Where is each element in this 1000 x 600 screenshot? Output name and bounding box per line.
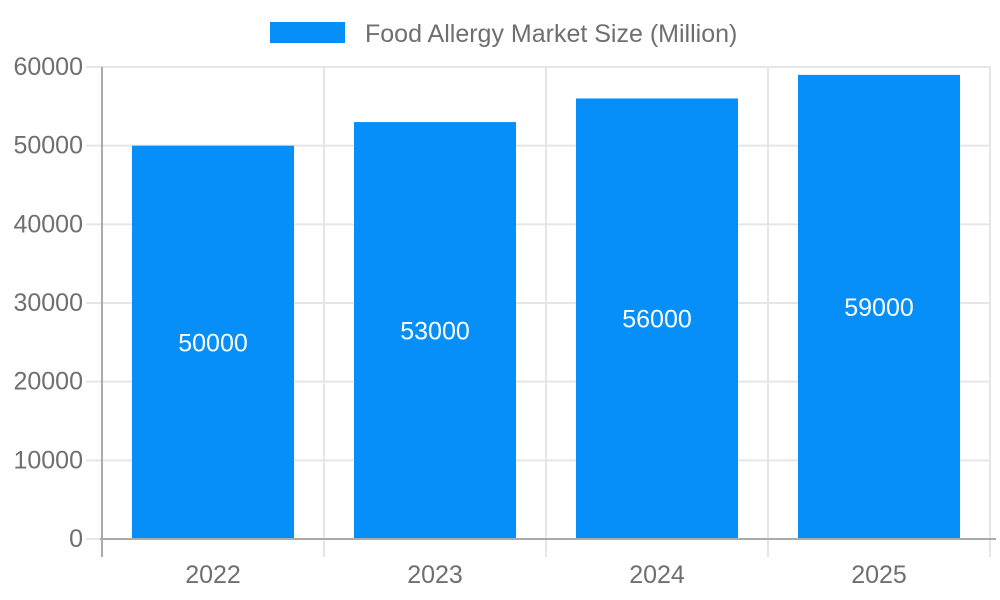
chart-title: Food Allergy Market Size (Million) xyxy=(365,20,737,48)
x-tick-label: 2025 xyxy=(851,561,907,589)
bar-value-label: 56000 xyxy=(622,306,692,334)
bar-value-label: 59000 xyxy=(844,294,914,322)
y-tick-label: 10000 xyxy=(13,446,83,474)
axis-labels: 0 10000 20000 30000 40000 50000 60000 2022 2023 2… xyxy=(13,53,906,589)
y-tick-label: 50000 xyxy=(13,132,83,160)
bar xyxy=(354,122,516,540)
bars: 50000 53000 56000 59000 xyxy=(132,74,960,540)
bar xyxy=(798,74,960,539)
bar xyxy=(132,145,294,539)
bar xyxy=(576,98,738,539)
y-tick-label: 30000 xyxy=(13,289,83,317)
y-tick-label: 60000 xyxy=(13,53,83,81)
y-tick-label: 40000 xyxy=(13,210,83,238)
legend-swatch-icon xyxy=(270,22,345,43)
y-tick-label: 0 xyxy=(69,525,83,553)
bar-value-label: 53000 xyxy=(400,318,470,346)
x-tick-label: 2023 xyxy=(407,561,463,589)
legend: Food Allergy Market Size (Million) xyxy=(270,20,737,48)
x-tick-label: 2024 xyxy=(629,561,685,589)
y-tick-label: 20000 xyxy=(13,368,83,396)
bar-value-label: 50000 xyxy=(178,329,248,357)
axes xyxy=(100,67,996,557)
x-tick-label: 2022 xyxy=(185,561,241,589)
